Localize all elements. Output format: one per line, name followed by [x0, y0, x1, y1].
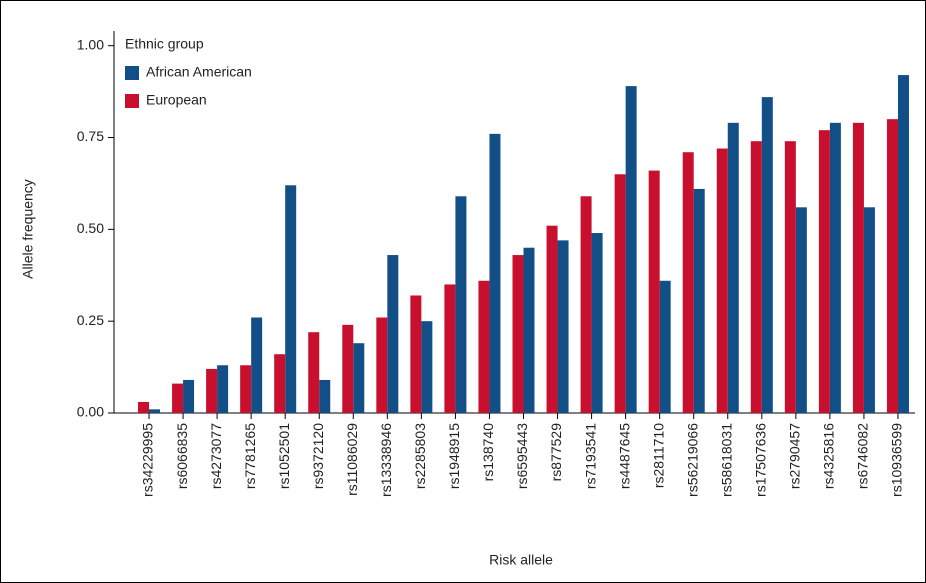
x-tick-label: rs1948915	[446, 423, 462, 489]
x-axis-label: Risk allele	[489, 552, 553, 568]
bar	[512, 255, 524, 413]
x-tick-label: rs2285803	[412, 423, 428, 489]
bar	[240, 365, 252, 413]
bar	[897, 75, 909, 414]
x-tick-label: rs9372120	[310, 423, 326, 489]
bar	[489, 133, 501, 413]
x-tick-label: rs1052501	[276, 423, 292, 489]
bar	[784, 141, 796, 413]
x-tick-label: rs6066835	[174, 423, 190, 489]
legend-title: Ethnic group	[125, 36, 204, 52]
bar	[206, 368, 218, 413]
bar	[217, 365, 229, 413]
bar	[319, 379, 331, 413]
x-tick-label: rs7193541	[582, 423, 598, 489]
bar	[523, 247, 535, 413]
legend-label: African American	[146, 64, 252, 80]
bar	[580, 196, 592, 413]
bar	[863, 207, 875, 413]
bar	[149, 409, 161, 413]
x-tick-label: rs4325816	[821, 423, 837, 489]
bar	[750, 141, 762, 413]
x-tick-label: rs6746082	[855, 423, 871, 489]
x-tick-label: rs11086029	[344, 423, 360, 496]
bar	[342, 324, 354, 413]
bar	[682, 152, 694, 413]
bar	[829, 122, 841, 414]
bar	[455, 196, 467, 413]
x-tick-label: rs58618031	[718, 423, 734, 497]
bar	[285, 185, 297, 413]
bar	[818, 130, 830, 413]
bar	[761, 97, 773, 413]
bar	[557, 240, 569, 413]
x-tick-label: rs10936599	[889, 423, 905, 497]
bar	[421, 321, 433, 413]
x-tick-label: rs877529	[548, 423, 564, 482]
bar	[376, 317, 388, 413]
y-tick-label: 0.50	[77, 220, 104, 236]
bar	[353, 343, 365, 413]
bar	[138, 401, 150, 413]
bar	[795, 207, 807, 413]
bar	[308, 332, 320, 413]
y-tick-label: 0.00	[77, 404, 104, 420]
bar	[478, 280, 490, 413]
bar	[659, 280, 671, 413]
x-tick-label: rs2790457	[787, 423, 803, 489]
bar	[716, 148, 728, 414]
x-tick-label: rs17507636	[753, 423, 769, 497]
y-tick-label: 0.25	[77, 312, 104, 328]
bar	[546, 225, 558, 413]
y-axis-label: Allele frequency	[20, 179, 36, 279]
bar	[852, 122, 864, 414]
x-tick-label: rs7781265	[242, 423, 258, 489]
bar	[183, 379, 195, 413]
bar	[693, 188, 705, 413]
x-tick-label: rs6595443	[514, 423, 530, 489]
x-tick-label: rs2811710	[650, 423, 666, 488]
legend-swatch	[125, 66, 139, 80]
bar	[274, 354, 286, 413]
bar	[172, 383, 184, 413]
legend-label: European	[146, 92, 207, 108]
bar	[251, 317, 263, 413]
x-tick-label: rs4487645	[616, 423, 632, 489]
bar	[444, 284, 456, 413]
bar	[886, 119, 898, 414]
x-tick-label: rs4273077	[208, 423, 224, 489]
bar	[591, 233, 603, 413]
bar	[625, 86, 637, 413]
bar	[614, 174, 626, 413]
y-tick-label: 0.75	[77, 128, 104, 144]
x-tick-label: rs56219066	[684, 423, 700, 497]
legend-swatch	[125, 94, 139, 108]
bar	[648, 170, 660, 413]
bar	[410, 295, 422, 413]
x-tick-label: rs13338946	[378, 423, 394, 497]
y-tick-label: 1.00	[77, 36, 104, 52]
bar	[387, 255, 399, 413]
x-tick-label: rs138740	[480, 423, 496, 482]
x-tick-label: rs34229995	[140, 423, 156, 497]
bar	[727, 122, 739, 414]
